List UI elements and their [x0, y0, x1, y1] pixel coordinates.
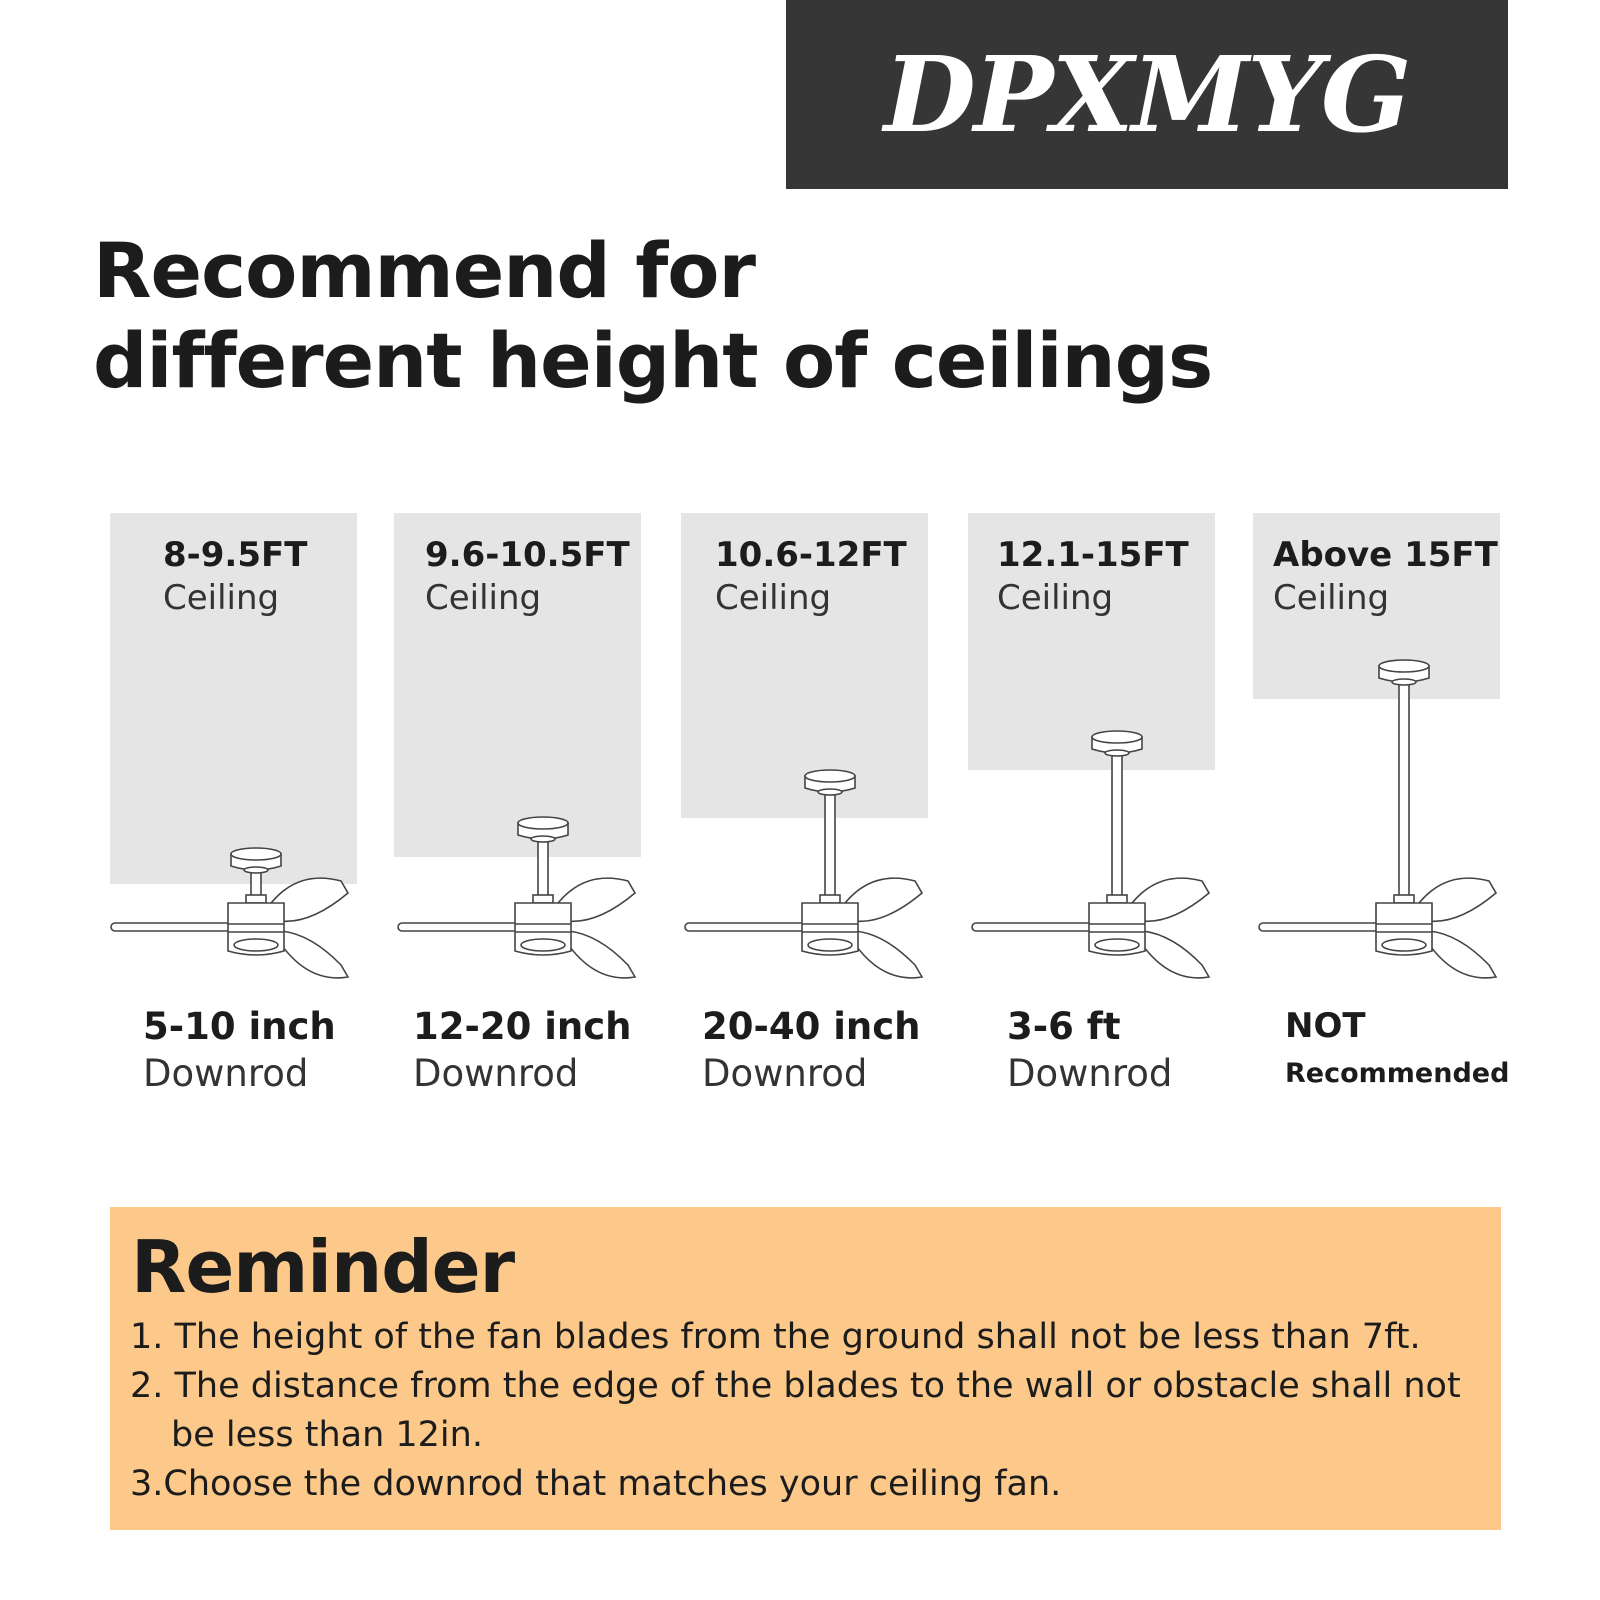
ceiling-height: 10.6-12FT — [715, 535, 907, 575]
ceiling-label-3: 10.6-12FT Ceiling — [715, 534, 907, 620]
ceiling-box-1 — [110, 513, 357, 884]
reminder-item: 3.Choose the downrod that matches your c… — [130, 1464, 1062, 1504]
ceiling-fan-icon — [1258, 659, 1498, 979]
reminder-box: Reminder 1. The height of the fan blades… — [110, 1207, 1501, 1530]
downrod-label-4: 3-6 ft Downrod — [1007, 1003, 1172, 1097]
ceiling-height: 9.6-10.5FT — [425, 535, 630, 575]
title-line-1: Recommend for — [93, 226, 756, 315]
reminder-item: 1. The height of the fan blades from the… — [130, 1317, 1421, 1357]
title-line-2: different height of ceilings — [93, 316, 1213, 405]
ceiling-box-2 — [394, 513, 641, 857]
ceiling-box-5 — [1253, 513, 1500, 699]
ceiling-text: Ceiling — [1273, 578, 1390, 618]
ceiling-label-4: 12.1-15FT Ceiling — [997, 534, 1189, 620]
ceiling-height: 8-9.5FT — [163, 535, 308, 575]
reminder-item: 2. The distance from the edge of the bla… — [130, 1366, 1461, 1455]
ceiling-label-1: 8-9.5FT Ceiling — [163, 534, 307, 620]
downrod-label-1: 5-10 inch Downrod — [143, 1003, 336, 1097]
downrod-text: Downrod — [413, 1052, 579, 1095]
downrod-text: Downrod — [143, 1052, 309, 1095]
ceiling-label-5: Above 15FT Ceiling — [1273, 534, 1498, 620]
ceiling-height: Above 15FT — [1273, 535, 1498, 575]
downrod-text: Downrod — [702, 1052, 868, 1095]
downrod-label-3: 20-40 inch Downrod — [702, 1003, 921, 1097]
downrod-text: Recommended — [1285, 1058, 1510, 1089]
ceiling-fan-icon — [397, 816, 637, 979]
downrod-length: 5-10 inch — [143, 1005, 336, 1048]
downrod-length: 12-20 inch — [413, 1005, 632, 1048]
ceiling-fan-icon — [110, 847, 350, 979]
ceiling-fan-icon — [684, 769, 924, 979]
ceiling-label-2: 9.6-10.5FT Ceiling — [425, 534, 630, 620]
ceiling-text: Ceiling — [997, 578, 1114, 618]
page-title: Recommend for different height of ceilin… — [93, 226, 1213, 406]
downrod-label-5: NOT Recommended — [1285, 1003, 1509, 1097]
downrod-length: 3-6 ft — [1007, 1005, 1121, 1048]
ceiling-text: Ceiling — [163, 578, 280, 618]
downrod-length: NOT — [1285, 1006, 1366, 1046]
ceiling-text: Ceiling — [715, 578, 832, 618]
downrod-text: Downrod — [1007, 1052, 1173, 1095]
reminder-list: 1. The height of the fan blades from the… — [130, 1313, 1490, 1509]
downrod-label-2: 12-20 inch Downrod — [413, 1003, 632, 1097]
ceiling-box-4 — [968, 513, 1215, 770]
reminder-title: Reminder — [131, 1225, 515, 1309]
brand-logo: DPXMYG — [884, 33, 1412, 156]
fan-illustrations — [110, 659, 1498, 979]
brand-banner: DPXMYG — [786, 0, 1508, 189]
ceiling-text: Ceiling — [425, 578, 542, 618]
ceiling-height: 12.1-15FT — [997, 535, 1189, 575]
ceiling-box-3 — [681, 513, 928, 818]
downrod-length: 20-40 inch — [702, 1005, 921, 1048]
ceiling-fan-icon — [971, 730, 1211, 979]
